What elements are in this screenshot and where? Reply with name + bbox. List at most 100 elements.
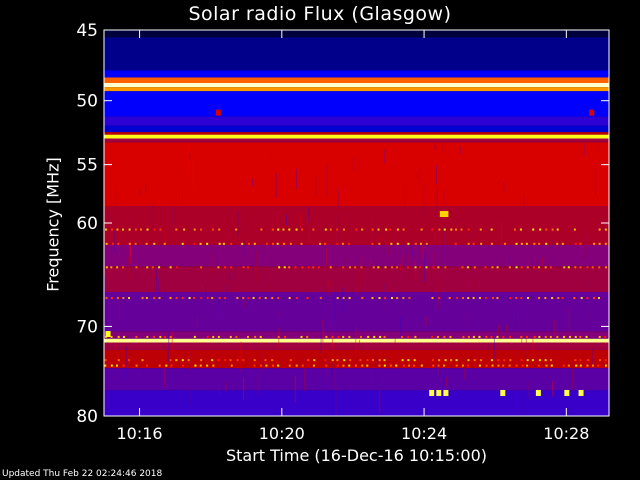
emission-dot (252, 297, 255, 300)
emission-dot (331, 335, 334, 338)
emission-dot (496, 297, 499, 300)
emission-dot (145, 242, 148, 245)
emission-dot (163, 335, 166, 338)
texture-streak (174, 226, 176, 250)
texture-streak (394, 338, 396, 370)
emission-dot (520, 359, 523, 362)
texture-streak (113, 230, 115, 253)
texture-streak (493, 334, 495, 360)
intensity-texture (104, 142, 607, 416)
frequency-band (104, 87, 609, 92)
frequency-band (104, 138, 609, 143)
emission-dot (538, 297, 541, 300)
emission-dot (597, 297, 600, 300)
emission-dot (217, 359, 220, 362)
emission-dot (199, 364, 202, 367)
emission-dot (230, 364, 233, 367)
emission-dot (265, 242, 268, 245)
frequency-band (104, 83, 609, 88)
emission-dot (389, 364, 392, 367)
texture-streak (315, 291, 317, 316)
emission-dot (597, 364, 600, 367)
emission-dot (531, 359, 534, 362)
texture-streak (327, 290, 329, 296)
emission-dot (224, 266, 227, 269)
emission-dot (563, 266, 566, 269)
texture-streak (251, 178, 253, 187)
emission-dot (467, 228, 470, 231)
texture-streak (416, 171, 418, 179)
emission-dot (598, 266, 601, 269)
emission-dot (134, 242, 137, 245)
texture-streak (168, 332, 170, 363)
emission-dot (181, 297, 184, 300)
texture-streak (205, 285, 207, 300)
y-tick-label: 70 (76, 317, 98, 337)
emission-dot (230, 266, 233, 269)
emission-dot (450, 359, 453, 362)
texture-streak (370, 259, 372, 267)
texture-streak (261, 352, 263, 371)
emission-dot (260, 228, 263, 231)
texture-streak (196, 316, 198, 328)
emission-dot (549, 359, 552, 362)
texture-streak (238, 382, 240, 388)
texture-streak (370, 380, 372, 387)
emission-dot (561, 297, 564, 300)
emission-dot (371, 242, 374, 245)
emission-dot (122, 364, 125, 367)
texture-streak (525, 337, 527, 362)
texture-streak (466, 312, 468, 325)
emission-dot (361, 364, 364, 367)
emission-dot (169, 359, 172, 362)
texture-streak (351, 293, 353, 302)
emission-dot (105, 266, 108, 269)
emission-dot (265, 364, 268, 367)
texture-streak (436, 165, 438, 185)
emission-dot (300, 335, 303, 338)
burst-mark (439, 210, 445, 217)
emission-dot (556, 335, 559, 338)
texture-streak (116, 187, 118, 213)
emission-dot (490, 335, 493, 338)
y-tick-label: 55 (76, 156, 98, 176)
emission-dot (454, 242, 457, 245)
texture-streak (142, 366, 144, 374)
texture-streak (345, 257, 347, 262)
emission-dot (431, 297, 434, 300)
frequency-band (104, 116, 609, 126)
x-axis-label: Start Time (16-Dec-16 10:15:00) (225, 446, 488, 465)
burst-mark (500, 389, 506, 396)
emission-dot (432, 266, 435, 269)
texture-streak (589, 305, 591, 320)
burst-mark (443, 210, 449, 217)
emission-dot (456, 297, 459, 300)
emission-dot (532, 228, 535, 231)
emission-dot (508, 335, 511, 338)
texture-streak (423, 252, 425, 282)
texture-streak (189, 153, 191, 160)
emission-dot (383, 335, 386, 338)
emission-dot (396, 242, 399, 245)
emission-dot (141, 359, 144, 362)
emission-dot (443, 364, 446, 367)
emission-dot (408, 297, 411, 300)
emission-dot (312, 266, 315, 269)
emission-dot (574, 266, 577, 269)
emission-dot (467, 297, 470, 300)
texture-streak (522, 388, 524, 416)
emission-dot (159, 228, 162, 231)
emission-dot (490, 228, 493, 231)
emission-dot (450, 228, 453, 231)
frequency-band (104, 125, 609, 133)
texture-streak (308, 206, 310, 223)
texture-streak (588, 282, 590, 288)
emission-dot (359, 359, 362, 362)
emission-dot (199, 242, 202, 245)
emission-dot (329, 228, 332, 231)
emission-dot (521, 364, 524, 367)
emission-dot (545, 242, 548, 245)
emission-dot (579, 364, 582, 367)
emission-dot (289, 242, 292, 245)
texture-streak (592, 369, 594, 381)
